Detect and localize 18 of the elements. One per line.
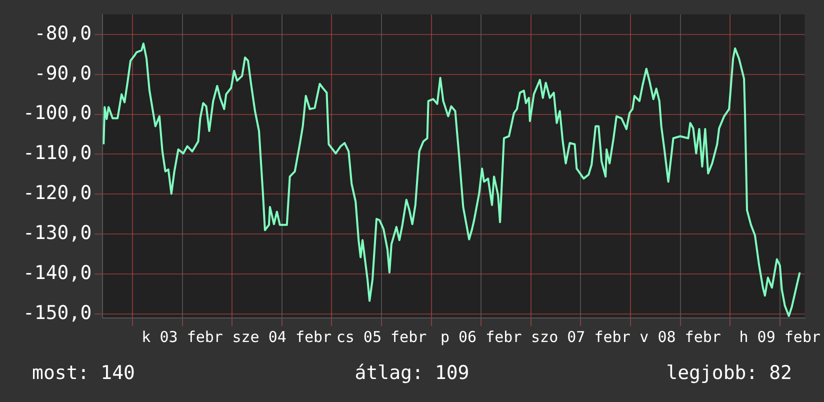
x-tick-label: sze 04 febr — [232, 328, 332, 346]
y-tick-label: -150,0 — [22, 302, 92, 324]
text: átlag: 109 — [354, 362, 470, 384]
y-tick-label: -120,0 — [22, 182, 92, 204]
x-tick-label: k 03 febr — [142, 328, 223, 346]
y-tick-label: -90,0 — [34, 62, 92, 84]
y-tick-label: -100,0 — [22, 102, 92, 124]
x-tick-label: szo 07 febr — [531, 328, 630, 346]
text: legjobb: 82 — [666, 362, 792, 384]
y-tick-label: -140,0 — [22, 262, 92, 284]
x-tick-label: cs 05 febr — [336, 328, 427, 346]
x-tick-label: p 06 febr — [440, 328, 522, 346]
y-tick-label: -110,0 — [22, 142, 92, 164]
x-tick-label: h 09 febr — [739, 328, 821, 346]
y-tick-label: -130,0 — [22, 222, 92, 244]
text: most: 140 — [32, 362, 135, 384]
y-tick-label: -80,0 — [34, 22, 92, 44]
x-tick-label: v 08 febr — [640, 328, 721, 346]
